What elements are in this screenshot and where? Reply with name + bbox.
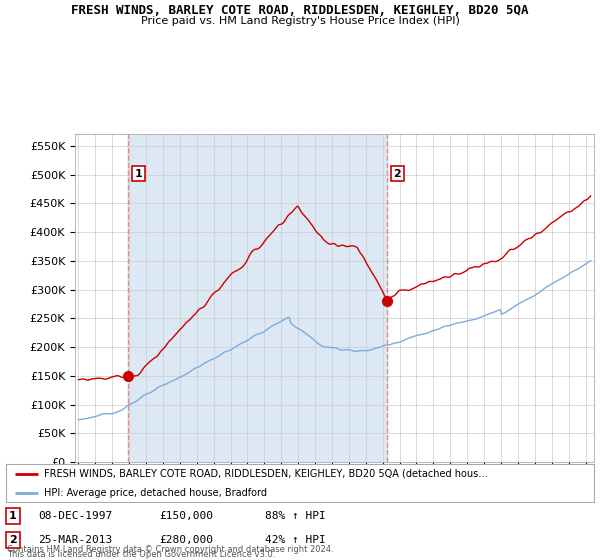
Text: 08-DEC-1997: 08-DEC-1997 xyxy=(38,511,113,521)
Text: 2: 2 xyxy=(394,169,401,179)
Text: 1: 1 xyxy=(9,511,17,521)
Text: Contains HM Land Registry data © Crown copyright and database right 2024.: Contains HM Land Registry data © Crown c… xyxy=(7,545,334,554)
Text: 42% ↑ HPI: 42% ↑ HPI xyxy=(265,535,325,545)
Text: £280,000: £280,000 xyxy=(159,535,213,545)
Text: 88% ↑ HPI: 88% ↑ HPI xyxy=(265,511,325,521)
Text: Price paid vs. HM Land Registry's House Price Index (HPI): Price paid vs. HM Land Registry's House … xyxy=(140,16,460,26)
Bar xyxy=(128,134,386,462)
Text: £150,000: £150,000 xyxy=(159,511,213,521)
Text: HPI: Average price, detached house, Bradford: HPI: Average price, detached house, Brad… xyxy=(44,488,267,498)
Text: This data is licensed under the Open Government Licence v3.0.: This data is licensed under the Open Gov… xyxy=(7,550,275,559)
Text: FRESH WINDS, BARLEY COTE ROAD, RIDDLESDEN, KEIGHLEY, BD20 5QA: FRESH WINDS, BARLEY COTE ROAD, RIDDLESDE… xyxy=(71,4,529,17)
Text: 2: 2 xyxy=(9,535,17,545)
Text: 1: 1 xyxy=(134,169,142,179)
Text: 25-MAR-2013: 25-MAR-2013 xyxy=(38,535,113,545)
Text: FRESH WINDS, BARLEY COTE ROAD, RIDDLESDEN, KEIGHLEY, BD20 5QA (detached hous…: FRESH WINDS, BARLEY COTE ROAD, RIDDLESDE… xyxy=(44,469,488,479)
